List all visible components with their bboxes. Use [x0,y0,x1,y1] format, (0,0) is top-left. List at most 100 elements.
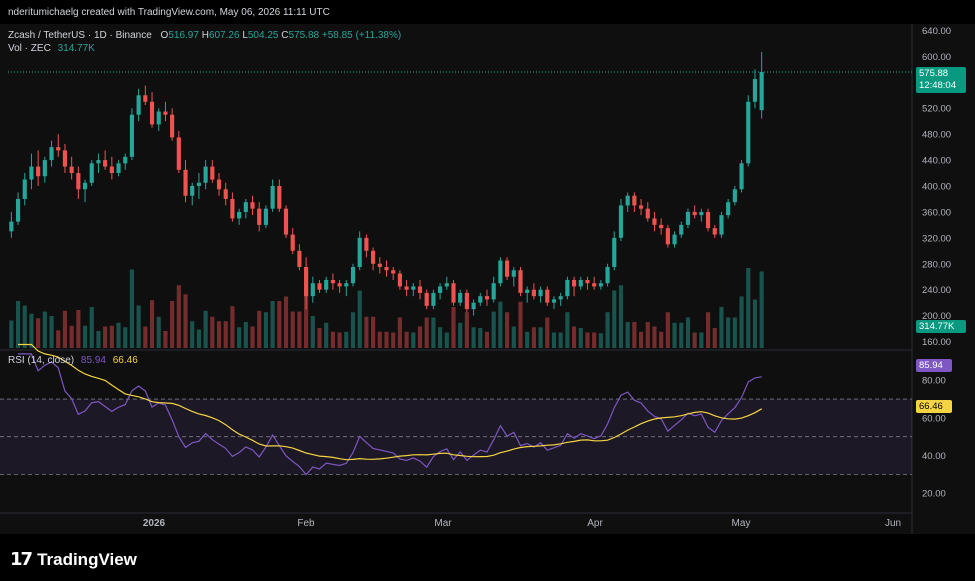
rsi-tick-label: 60.00 [922,413,946,424]
time-tick-label: Feb [297,518,315,529]
volume-bar [705,312,711,348]
symbol-legend[interactable]: Zcash / TetherUS · 1D · Binance O516.97 … [8,30,401,41]
volume-bar [397,317,402,348]
candle-body [438,286,443,293]
candle-body [525,289,530,293]
candle-body [672,234,677,245]
volume-bar [679,322,684,348]
price-tick-label: 400.00 [922,182,951,193]
volume-legend[interactable]: Vol · ZEC 314.77K [8,43,95,54]
volume-bar [230,306,235,348]
candle-body [505,260,510,277]
volume-bar [96,331,101,348]
volume-bar [478,328,483,348]
volume-bar [585,332,590,348]
candle-body [250,202,255,209]
attribution-text: nderitumichaelg created with TradingView… [8,7,330,18]
candle-body [96,160,101,164]
candle-body [739,163,744,190]
symbol-name[interactable]: Zcash / TetherUS · 1D · Binance [8,30,152,41]
volume-bar [417,326,423,348]
footer [0,534,975,581]
volume-bar [384,331,389,348]
candle-body [283,208,289,235]
candle-body [665,228,670,245]
volume-bar [364,316,369,348]
volume-bar [458,322,463,348]
candle-body [511,270,516,277]
volume-bar [598,333,603,348]
candle-body [203,166,208,183]
candle-body [364,237,369,251]
tradingview-wordmark: TradingView [37,549,137,569]
candle-body [565,279,570,297]
candle-body [692,211,697,216]
candle-body [752,79,758,102]
candle-body [15,198,21,222]
candle-body [484,296,490,300]
candle-body [585,279,590,284]
price-tick-label: 280.00 [922,259,951,270]
candle-body [156,111,161,125]
volume-bar [484,331,490,348]
volume-bar [685,317,691,348]
volume-bar [123,327,128,348]
open-label: O [160,30,169,41]
volume-bar [116,322,121,348]
volume-bar [719,307,724,348]
candle-body [36,166,41,177]
volume-bar [592,332,597,348]
candle-body [726,202,731,216]
candle-body [330,279,335,284]
price-chart[interactable]: 640.00600.00560.00520.00480.00440.00400.… [0,0,975,534]
volume-bar [531,327,536,348]
rsi-badge: 85.94 [916,359,952,372]
candle-body [324,279,329,290]
candle-body [478,296,483,303]
volume-bar [103,326,108,348]
volume-bar [411,332,416,348]
candlesticks [8,51,912,316]
volume-bar [625,322,630,348]
tradingview-logo[interactable]: 17 TradingView [10,549,137,570]
volume-bars [9,268,764,348]
candle-body [89,163,94,183]
candle-body [397,273,402,287]
volume-bar [317,328,322,348]
candle-body [216,179,222,190]
candle-body [659,224,664,229]
candle-body [411,286,416,290]
volume-bar [290,311,295,348]
candle-body [417,286,423,293]
volume-bar [692,332,697,348]
volume-bar [726,317,731,348]
candle-body [571,279,577,287]
rsi-legend[interactable]: RSI (14, close) 85.94 66.46 [8,355,138,366]
volume-bar [491,311,496,348]
volume-bar [36,318,41,348]
time-tick-label: 2026 [143,518,166,529]
grid-lines [0,24,913,534]
candle-body [263,208,268,225]
volume-bar [665,312,670,348]
volume-bar [518,301,523,348]
chart-frame[interactable] [0,24,975,534]
candle-body [310,283,315,297]
volume-bar [22,305,27,348]
volume-bar [525,331,530,348]
volume-bar [156,316,161,348]
volume-bar [659,331,664,348]
volume-bar [237,327,242,348]
candle-body [42,160,47,177]
candle-body [618,205,624,238]
volume-bar [699,332,704,348]
volume-bar [62,310,68,348]
volume-bar [451,307,456,348]
candle-body [451,283,456,303]
price-tick-label: 160.00 [922,337,951,348]
volume-bar [163,331,168,348]
candle-body [196,182,202,186]
volume-badge: 314.77K [916,320,966,333]
rsi-ma-value: 66.46 [112,355,138,366]
volume-bar [243,322,248,348]
